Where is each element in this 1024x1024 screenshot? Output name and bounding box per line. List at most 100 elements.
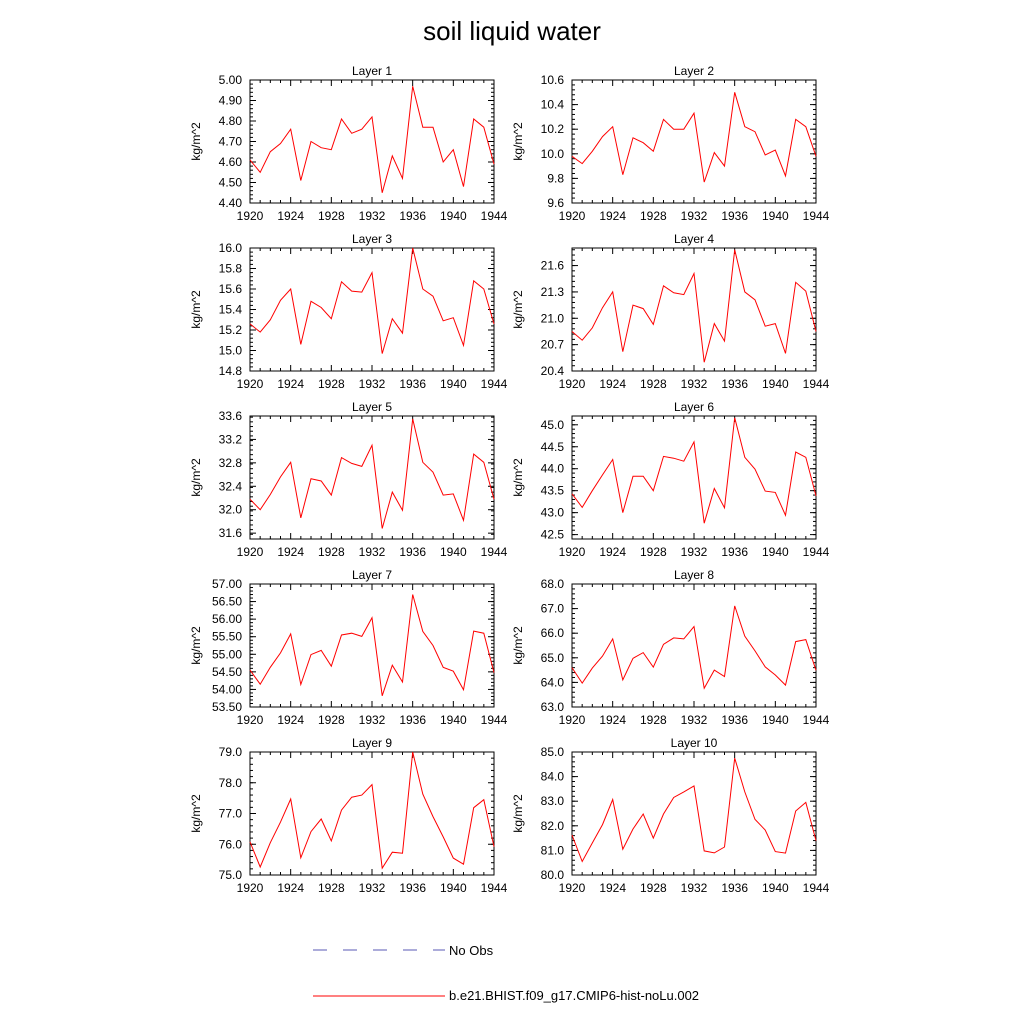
series-line <box>249 751 495 870</box>
y-tick-label: 4.40 <box>219 196 243 210</box>
x-tick-label: 1936 <box>399 881 426 895</box>
y-tick-label: 20.7 <box>541 338 565 352</box>
y-tick-label: 85.0 <box>541 745 565 759</box>
y-tick-label: 68.0 <box>541 577 565 591</box>
x-tick-label: 1940 <box>762 545 789 559</box>
x-tick-label: 1924 <box>599 713 626 727</box>
x-tick-label: 1928 <box>318 377 345 391</box>
x-tick-label: 1944 <box>803 713 830 727</box>
y-tick-label: 57.00 <box>212 577 242 591</box>
chart-panel-6: Layer 6 kg/m^2 1920 1924 1928 1932 1936 1940 194… <box>511 400 830 559</box>
y-tick-label: 14.8 <box>219 364 243 378</box>
x-tick-label: 1928 <box>318 713 345 727</box>
x-tick-label: 1920 <box>559 377 586 391</box>
y-tick-label: 76.0 <box>219 837 243 851</box>
x-tick-label: 1932 <box>681 881 708 895</box>
x-tick-label: 1928 <box>318 545 345 559</box>
y-tick-label: 9.6 <box>547 196 564 210</box>
chart-panel-2: Layer 2 kg/m^2 1920 1924 1928 1932 1936 1940 194… <box>511 64 830 223</box>
x-tick-label: 1944 <box>481 881 508 895</box>
x-tick-label: 1928 <box>640 209 667 223</box>
panel-title: Layer 5 <box>352 400 392 414</box>
x-tick-label: 1928 <box>640 545 667 559</box>
legend: No Obs b.e21.BHIST.f09_g17.CMIP6-hist-no… <box>313 943 699 1003</box>
y-tick-label: 33.6 <box>219 409 243 423</box>
y-tick-label: 56.00 <box>212 612 242 626</box>
y-tick-label: 10.0 <box>541 147 565 161</box>
series-line <box>571 417 817 524</box>
y-tick-label: 56.50 <box>212 595 242 609</box>
panel-grid: Layer 1 kg/m^2 1920 1924 1928 1932 1936 1940 194… <box>189 64 830 895</box>
x-tick-label: 1924 <box>277 881 304 895</box>
y-axis-label: kg/m^2 <box>511 458 525 497</box>
y-tick-label: 32.8 <box>219 456 243 470</box>
y-tick-label: 67.0 <box>541 602 565 616</box>
x-tick-label: 1928 <box>640 713 667 727</box>
y-axis-label: kg/m^2 <box>511 794 525 833</box>
y-tick-label: 43.0 <box>541 506 565 520</box>
x-tick-label: 1940 <box>440 377 467 391</box>
y-tick-label: 54.50 <box>212 665 242 679</box>
x-tick-label: 1940 <box>762 209 789 223</box>
x-tick-label: 1924 <box>277 377 304 391</box>
x-tick-label: 1932 <box>681 209 708 223</box>
panel-title: Layer 4 <box>674 232 714 246</box>
y-tick-label: 4.80 <box>219 114 243 128</box>
x-tick-label: 1936 <box>399 209 426 223</box>
panel-title: Layer 3 <box>352 232 392 246</box>
x-tick-label: 1932 <box>359 881 386 895</box>
legend-label-model-run: b.e21.BHIST.f09_g17.CMIP6-hist-noLu.002 <box>449 988 699 1003</box>
chart-panel-1: Layer 1 kg/m^2 1920 1924 1928 1932 1936 1940 194… <box>189 64 508 223</box>
panel-title: Layer 8 <box>674 568 714 582</box>
chart-panel-4: Layer 4 kg/m^2 1920 1924 1928 1932 1936 1940 194… <box>511 232 830 391</box>
y-tick-label: 77.0 <box>219 807 243 821</box>
x-tick-label: 1924 <box>277 209 304 223</box>
x-tick-label: 1940 <box>762 881 789 895</box>
y-tick-label: 54.00 <box>212 682 242 696</box>
x-tick-label: 1944 <box>803 209 830 223</box>
y-tick-label: 63.0 <box>541 700 565 714</box>
y-tick-label: 4.60 <box>219 155 243 169</box>
x-tick-label: 1920 <box>559 209 586 223</box>
x-tick-label: 1940 <box>762 713 789 727</box>
y-axis-label: kg/m^2 <box>511 290 525 329</box>
x-tick-label: 1936 <box>721 545 748 559</box>
series-line <box>571 757 817 863</box>
x-tick-label: 1940 <box>440 209 467 223</box>
y-tick-label: 10.6 <box>541 73 565 87</box>
x-tick-label: 1936 <box>721 881 748 895</box>
x-tick-label: 1940 <box>762 377 789 391</box>
y-tick-label: 21.3 <box>541 285 565 299</box>
y-tick-label: 15.4 <box>219 303 243 317</box>
x-tick-label: 1924 <box>599 881 626 895</box>
y-tick-label: 44.5 <box>541 440 565 454</box>
chart-panel-7: Layer 7 kg/m^2 1920 1924 1928 1932 1936 1940 194… <box>189 568 508 727</box>
x-tick-label: 1936 <box>399 545 426 559</box>
chart-panel-8: Layer 8 kg/m^2 1920 1924 1928 1932 1936 1940 194… <box>511 568 830 727</box>
x-tick-label: 1936 <box>399 377 426 391</box>
chart-panel-3: Layer 3 kg/m^2 1920 1924 1928 1932 1936 1940 194… <box>189 232 508 391</box>
y-tick-label: 65.0 <box>541 651 565 665</box>
y-tick-label: 43.5 <box>541 484 565 498</box>
x-tick-label: 1924 <box>599 209 626 223</box>
x-tick-label: 1936 <box>721 713 748 727</box>
y-tick-label: 80.0 <box>541 868 565 882</box>
y-tick-label: 21.6 <box>541 259 565 273</box>
y-tick-label: 66.0 <box>541 626 565 640</box>
x-tick-label: 1928 <box>640 881 667 895</box>
y-tick-label: 31.6 <box>219 526 243 540</box>
y-tick-label: 82.0 <box>541 819 565 833</box>
y-axis-label: kg/m^2 <box>511 626 525 665</box>
panel-title: Layer 7 <box>352 568 392 582</box>
y-tick-label: 53.50 <box>212 700 242 714</box>
x-tick-label: 1920 <box>559 881 586 895</box>
x-tick-label: 1932 <box>359 377 386 391</box>
y-axis-label: kg/m^2 <box>511 122 525 161</box>
x-tick-label: 1944 <box>481 713 508 727</box>
x-tick-label: 1924 <box>277 713 304 727</box>
y-tick-label: 75.0 <box>219 868 243 882</box>
x-tick-label: 1944 <box>481 209 508 223</box>
x-tick-label: 1920 <box>559 713 586 727</box>
x-tick-label: 1944 <box>803 377 830 391</box>
y-tick-label: 44.0 <box>541 462 565 476</box>
